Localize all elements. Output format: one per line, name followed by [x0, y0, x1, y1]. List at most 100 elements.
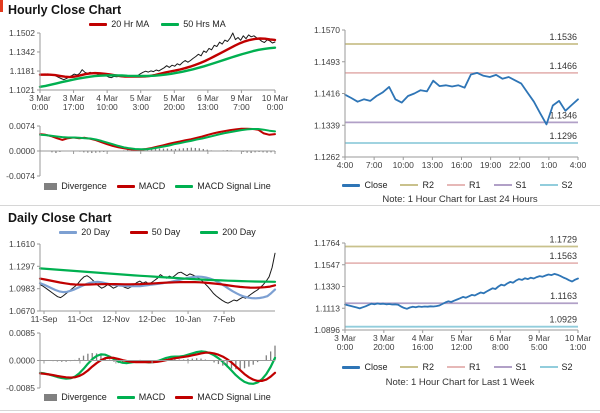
x-tick-label: 4:00 [570, 160, 587, 170]
legend-item-macd: MACD [116, 392, 166, 402]
last24h-legend: Close R2 R1 S1 S2 [340, 180, 575, 190]
legend-item-r1: R1 [446, 362, 481, 372]
legend-swatch [89, 22, 108, 26]
legend-swatch [116, 395, 135, 399]
legend-label: 20 Day [81, 227, 110, 237]
x-tick-label: 20:00 [373, 342, 395, 352]
legend-label: S2 [561, 362, 573, 372]
last24h-panel: 1.1536 1.1466 1.1346 1.1296 1.1570 1.1493 1.14… [300, 0, 600, 205]
x-tick-label: 10:00 [393, 160, 415, 170]
x-tick-label: 4:00 [337, 160, 354, 170]
x-tick-label: 12-Dec [138, 314, 166, 324]
hourly-close-panel: Hourly Close Chart 20 Hr MA 50 Hrs MA 1.1… [0, 0, 300, 205]
legend-swatch [493, 184, 512, 186]
x-tick-label: 5:00 [531, 342, 548, 352]
x-tick-label: 3 Mar [63, 93, 85, 103]
pivot-label-s2: 1.1296 [549, 131, 577, 141]
series-close [344, 273, 579, 310]
y-tick-label: 1.0896 [314, 325, 340, 335]
last1week-panel: 1.1729 1.1563 1.1163 1.0929 1.1764 1.1547 1.13… [300, 207, 600, 411]
legend-swatch [44, 182, 58, 190]
legend-item-50-hrs-ma: 50 Hrs MA [161, 19, 226, 29]
y-tick-label: 1.1547 [314, 260, 340, 270]
y-tick-label: 0.0000 [9, 146, 35, 156]
x-tick-label: 0:00 [267, 102, 284, 112]
legend-label: Divergence [61, 181, 107, 191]
pivot-label-s2: 1.0929 [549, 315, 577, 325]
y-tick-label: 1.1502 [9, 28, 35, 38]
series-200-day [38, 267, 277, 283]
legend-item-20-hr-ma: 20 Hr MA [89, 19, 149, 29]
pivot-label-s1: 1.1346 [549, 110, 577, 120]
legend-swatch [342, 183, 361, 187]
hourly-macd-chart: 0.0074 0.0000 -0.0074 [6, 121, 276, 181]
pivot-label-r1: 1.1563 [549, 251, 577, 261]
y-tick-label: 0.0085 [9, 328, 35, 338]
x-tick-label: 7-Feb [213, 314, 235, 324]
hourly-ma-legend: 20 Hr MA 50 Hrs MA [40, 19, 275, 29]
legend-swatch [539, 184, 558, 186]
y-tick-label: -0.0074 [6, 171, 35, 181]
y-tick-label: 1.1262 [314, 152, 340, 162]
x-tick-label: 12:00 [451, 342, 473, 352]
last24h-pivot-chart: 1.1536 1.1466 1.1346 1.1296 1.1570 1.1493 1.14… [314, 25, 587, 170]
legend-label: MACD [138, 181, 166, 191]
daily-ma-legend: 20 Day 50 Day 200 Day [40, 227, 275, 237]
x-tick-label: 5 Mar [163, 93, 185, 103]
x-tick-label: 0:00 [337, 342, 354, 352]
legend-label: 50 Day [151, 227, 181, 237]
x-tick-label: 10-Jan [175, 314, 201, 324]
legend-swatch [161, 22, 180, 26]
x-tick-label: 1:00 [570, 342, 587, 352]
legend-item-divergence: Divergence [44, 181, 107, 191]
pivot-label-r2: 1.1536 [549, 32, 577, 42]
x-tick-label: 5 Mar [130, 93, 152, 103]
legend-label: R1 [468, 362, 481, 372]
daily-macd-legend: Divergence MACD MACD Signal Line [40, 392, 275, 402]
x-tick-label: 10 Mar [565, 333, 592, 343]
y-tick-label: 1.1610 [9, 239, 35, 249]
y-tick-label: 1.1330 [314, 282, 340, 292]
legend-label: MACD [138, 392, 166, 402]
series-close [39, 252, 276, 304]
legend-item-s2: S2 [539, 180, 573, 190]
x-tick-label: 7:00 [366, 160, 383, 170]
series-50-day [38, 277, 277, 289]
x-tick-label: 19:00 [480, 160, 502, 170]
x-tick-label: 10 Mar [262, 93, 289, 103]
series-20-hr-ma [38, 37, 277, 79]
x-tick-label: 11-Sep [31, 314, 58, 324]
daily-close-panel: Daily Close Chart 20 Day 50 Day 200 Day 1.… [0, 207, 300, 411]
legend-swatch [175, 395, 194, 399]
legend-item-s1: S1 [493, 180, 527, 190]
legend-label: R2 [422, 362, 434, 372]
legend-swatch [400, 366, 419, 368]
legend-label: Divergence [61, 392, 107, 402]
x-tick-label: 3:00 [132, 102, 149, 112]
legend-label: S1 [515, 362, 527, 372]
x-tick-label: 11-Oct [68, 314, 94, 324]
legend-item-20-day: 20 Day [59, 227, 110, 237]
legend-item-divergence: Divergence [44, 392, 107, 402]
y-tick-label: 1.1113 [315, 303, 340, 313]
x-tick-label: 4 Mar [412, 333, 434, 343]
legend-label: R2 [422, 180, 434, 190]
y-tick-label: 1.1570 [314, 25, 340, 35]
legend-swatch [175, 184, 194, 188]
legend-label: Close [364, 362, 388, 372]
legend-item-macd: MACD [116, 181, 166, 191]
legend-label: MACD Signal Line [197, 392, 271, 402]
y-tick-label: 1.1764 [314, 238, 340, 248]
legend-label: R1 [468, 180, 481, 190]
x-tick-label: 20:00 [164, 102, 186, 112]
legend-item-macd-signal-line: MACD Signal Line [175, 392, 271, 402]
legend-item-200-day: 200 Day [200, 227, 256, 237]
pivot-label-r1: 1.1466 [549, 61, 577, 71]
legend-label: S2 [561, 180, 573, 190]
x-tick-label: 3 Mar [334, 333, 356, 343]
last24h-note: Note: 1 Hour Chart for Last 24 Hours [382, 194, 538, 205]
y-tick-label: 1.1297 [9, 261, 35, 271]
red-edge-marker [0, 0, 3, 12]
